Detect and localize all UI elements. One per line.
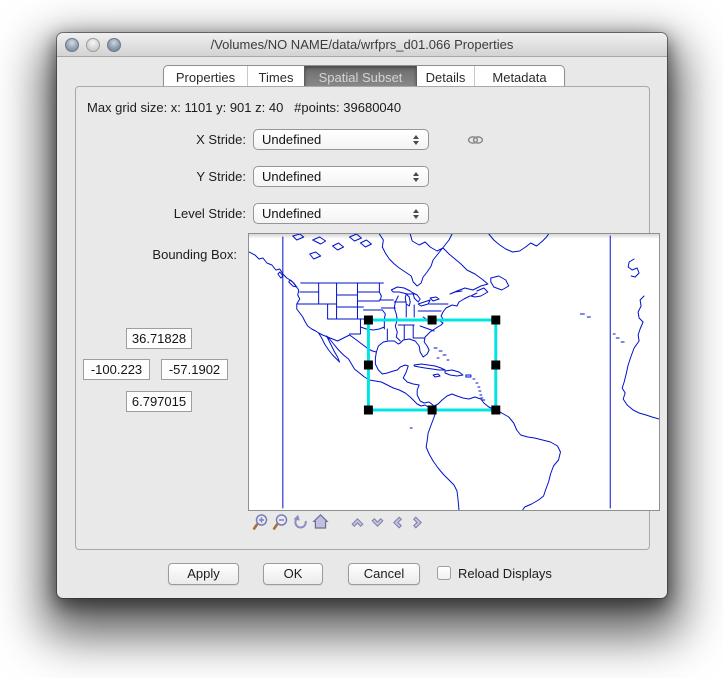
tab-details[interactable]: Details	[416, 66, 474, 89]
apply-button[interactable]: Apply	[168, 563, 239, 585]
bounding-box-map[interactable]	[248, 233, 660, 511]
zoom-button[interactable]	[107, 38, 121, 52]
pan-left-icon[interactable]	[389, 513, 406, 530]
dropdown-arrows-icon	[408, 134, 428, 145]
dropdown-arrows-icon	[408, 208, 428, 219]
north-latitude-field[interactable]: 36.71828	[126, 328, 192, 349]
x-stride-label: X Stride:	[196, 132, 246, 147]
x-stride-dropdown[interactable]: Undefined	[253, 129, 429, 150]
handle-s[interactable]	[427, 405, 437, 415]
minimize-button[interactable]	[86, 38, 100, 52]
tab-properties[interactable]: Properties	[175, 70, 236, 85]
bounding-box-label: Bounding Box:	[152, 247, 237, 262]
hispaniola	[444, 369, 464, 377]
x-stride-value: Undefined	[262, 132, 322, 147]
handle-ne[interactable]	[491, 315, 501, 325]
tab-times[interactable]: Times	[247, 66, 304, 89]
reload-displays-checkbox[interactable]	[437, 566, 451, 580]
pan-down-icon[interactable]	[369, 513, 386, 530]
tab-bar: Properties Times Spatial Subset Details …	[163, 65, 565, 90]
pan-right-icon[interactable]	[409, 513, 426, 530]
handle-nw[interactable]	[363, 315, 373, 325]
handle-w[interactable]	[363, 360, 373, 370]
y-stride-dropdown[interactable]: Undefined	[253, 166, 429, 187]
map-svg	[248, 233, 660, 511]
properties-window: /Volumes/NO NAME/data/wrfprs_d01.066 Pro…	[57, 33, 667, 598]
y-stride-value: Undefined	[262, 169, 322, 184]
handle-e[interactable]	[491, 360, 501, 370]
cancel-button[interactable]: Cancel	[348, 563, 420, 585]
titlebar[interactable]: /Volumes/NO NAME/data/wrfprs_d01.066 Pro…	[57, 33, 667, 57]
ok-button[interactable]: OK	[263, 563, 323, 585]
home-icon[interactable]	[312, 513, 329, 530]
cuba	[413, 363, 446, 371]
level-stride-value: Undefined	[262, 206, 322, 221]
us-state-borders	[297, 282, 449, 342]
west-longitude-field[interactable]: -100.223	[83, 359, 150, 380]
zoom-out-icon[interactable]	[272, 513, 289, 530]
window-title: /Volumes/NO NAME/data/wrfprs_d01.066 Pro…	[210, 37, 514, 52]
spatial-subset-panel: Max grid size: x: 1101 y: 901 z: 40 #poi…	[75, 86, 660, 550]
reset-view-icon[interactable]	[292, 513, 309, 530]
tab-metadata[interactable]: Metadata	[474, 66, 564, 89]
handle-n[interactable]	[427, 315, 437, 325]
reload-displays-label: Reload Displays	[458, 566, 552, 581]
selection-handles[interactable]	[363, 315, 501, 415]
pan-up-icon[interactable]	[349, 513, 366, 530]
newfoundland	[490, 275, 510, 291]
handle-sw[interactable]	[363, 405, 373, 415]
east-longitude-field[interactable]: -57.1902	[161, 359, 228, 380]
dropdown-arrows-icon	[408, 171, 428, 182]
tab-spatial-subset[interactable]: Spatial Subset	[304, 66, 416, 89]
map-coastlines	[248, 233, 660, 511]
map-toolbar	[252, 513, 426, 530]
zoom-in-icon[interactable]	[252, 513, 269, 530]
map-meridian-lines	[282, 235, 611, 509]
close-button[interactable]	[65, 38, 79, 52]
y-stride-label: Y Stride:	[196, 169, 246, 184]
handle-se[interactable]	[491, 405, 501, 415]
level-stride-label: Level Stride:	[173, 206, 246, 221]
link-strides-icon[interactable]	[467, 135, 484, 145]
max-grid-size-text: Max grid size: x: 1101 y: 901 z: 40 #poi…	[87, 100, 402, 115]
level-stride-dropdown[interactable]: Undefined	[253, 203, 429, 224]
south-latitude-field[interactable]: 6.797015	[126, 391, 192, 412]
